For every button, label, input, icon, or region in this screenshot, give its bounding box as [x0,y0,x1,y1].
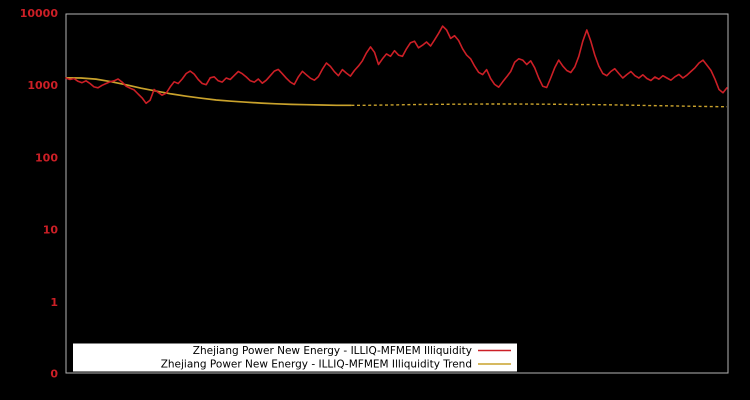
y-tick-label: 1000 [27,79,58,92]
legend-label-illiquidity: Zhejiang Power New Energy - ILLIQ-MFMEM … [193,345,472,357]
plot-border [65,13,729,374]
y-axis: 10000 1000 100 10 1 0 [20,7,59,381]
illiquidity-line [65,25,728,105]
legend-label-trend: Zhejiang Power New Energy - ILLIQ-MFMEM … [161,359,472,371]
y-tick-label: 10 [43,224,59,237]
y-tick-label: 0 [50,368,58,381]
trend-line-dashed [351,103,728,108]
y-tick-label: 1 [50,296,58,309]
y-tick-label: 100 [35,151,58,164]
trend-line-solid [65,76,352,107]
legend-box [73,343,517,372]
y-tick-label: 10000 [20,7,59,20]
legend: Zhejiang Power New Energy - ILLIQ-MFMEM … [73,343,517,372]
